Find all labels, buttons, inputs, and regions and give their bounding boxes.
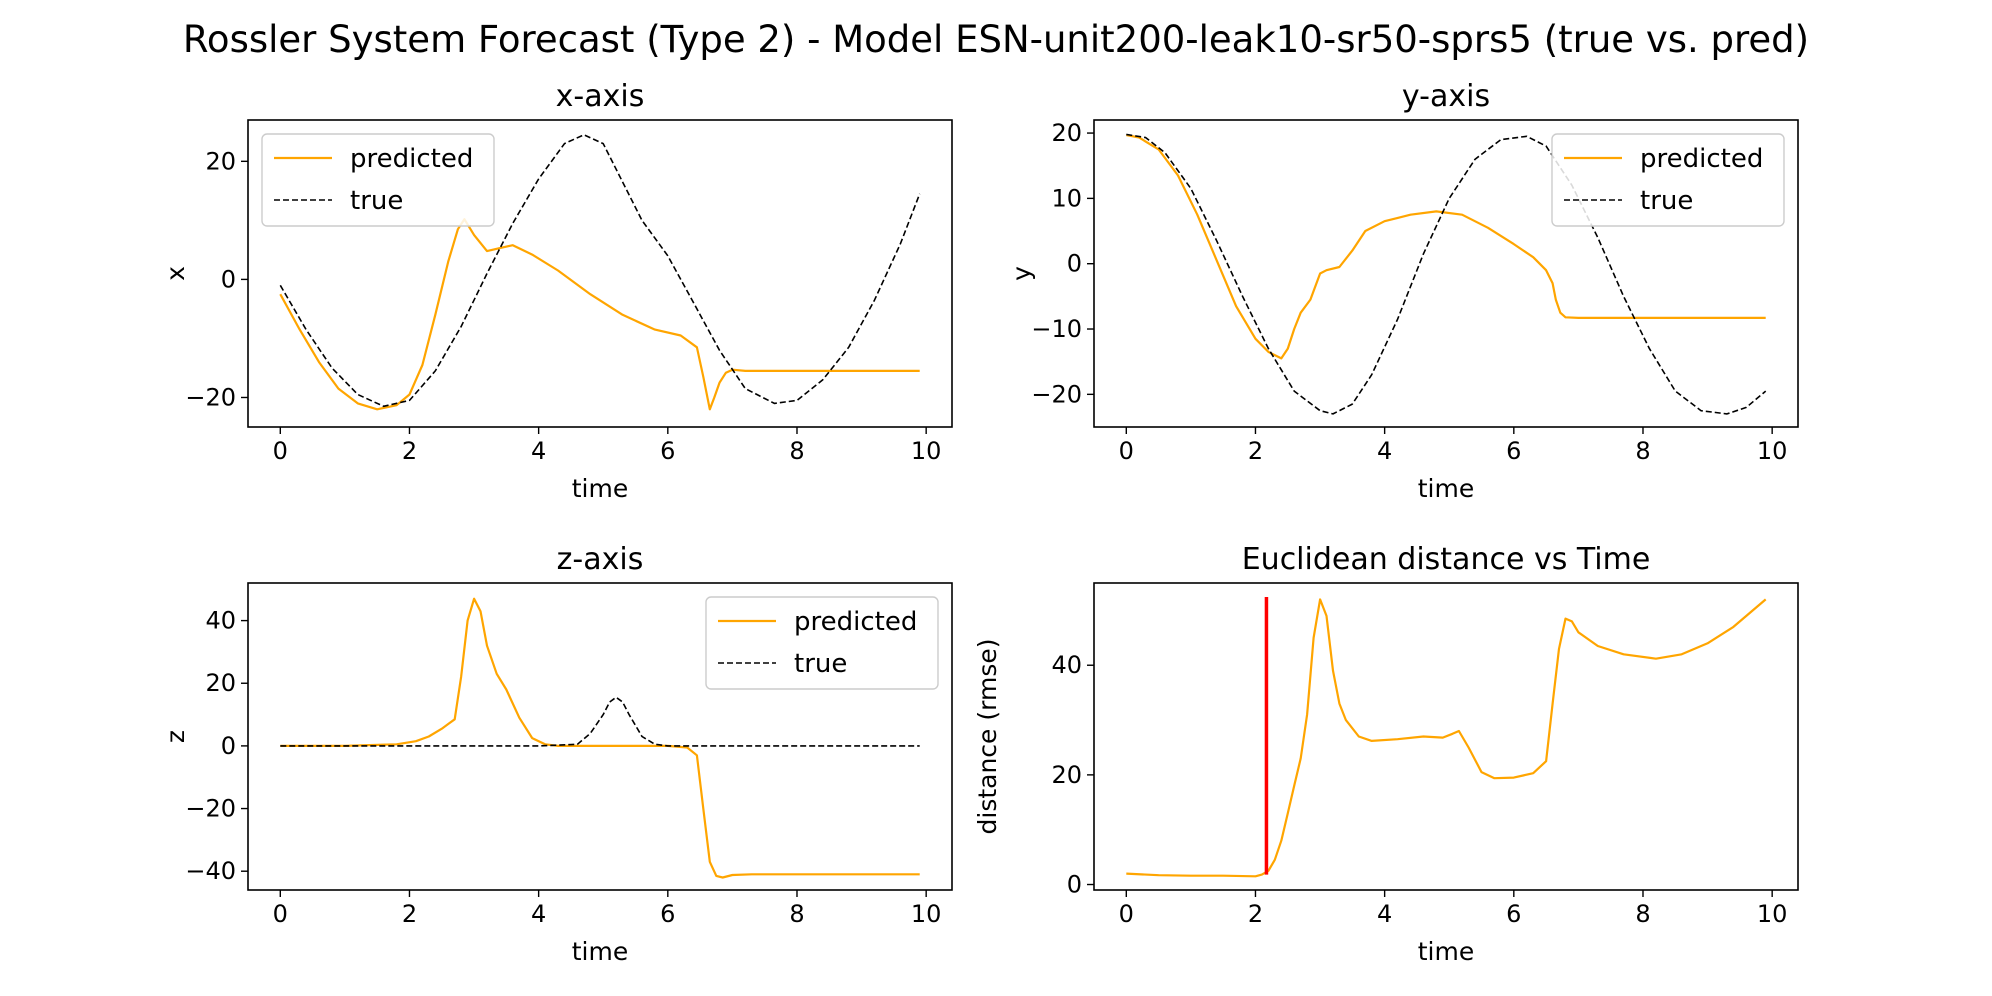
x-tick-label: 8: [789, 437, 804, 465]
x-axis-label: time: [1418, 474, 1474, 503]
legend: predicted true: [705, 596, 939, 690]
series-line-predicted: [279, 218, 920, 411]
x-tick-label: 4: [1377, 437, 1392, 465]
figure-title: Rossler System Forecast (Type 2) - Model…: [183, 18, 1809, 61]
y-axis-label: y: [1007, 266, 1036, 281]
y-tick-label: 20: [1051, 761, 1082, 789]
subplot-title: y-axis: [1402, 79, 1490, 114]
x-tick-label: 0: [273, 900, 288, 928]
legend-label-predicted: predicted: [350, 144, 473, 174]
x-tick-label: 0: [273, 437, 288, 465]
subplot-3: z-axis 0 2 4 6 8 10 −40 −20 0 20 40 time z predicted tr…: [161, 542, 953, 966]
x-tick-label: 2: [1248, 900, 1263, 928]
y-tick-label: 10: [1051, 184, 1082, 212]
axes-frame: [1093, 582, 1799, 891]
legend-label-predicted: predicted: [1640, 144, 1763, 174]
subplot-1: x-axis 0 2 4 6 8 10 −20 0 20 time x predicted true: [161, 79, 953, 503]
x-axis-label: time: [572, 937, 628, 966]
y-axis-label: x: [161, 266, 190, 281]
y-tick-label: −20: [1031, 380, 1082, 408]
subplot-title: Euclidean distance vs Time: [1242, 542, 1651, 577]
y-tick-label: 0: [221, 732, 236, 760]
x-axis-label: time: [1418, 937, 1474, 966]
x-tick-label: 0: [1119, 900, 1134, 928]
y-tick-label: 40: [205, 607, 236, 635]
axes-frame: [247, 119, 953, 428]
y-tick-label: 20: [205, 669, 236, 697]
x-tick-label: 8: [789, 900, 804, 928]
x-tick-label: 2: [402, 900, 417, 928]
x-tick-label: 10: [1757, 900, 1788, 928]
x-tick-label: 8: [1635, 437, 1650, 465]
legend: predicted true: [1551, 133, 1785, 227]
axes-frame: [1093, 119, 1799, 428]
legend-label-true: true: [350, 186, 403, 216]
subplot-2: y-axis 0 2 4 6 8 10 −20 −10 0 10 20 time y predicted tr…: [1007, 79, 1799, 503]
x-tick-label: 4: [531, 437, 546, 465]
legend-label-true: true: [1640, 186, 1693, 216]
x-tick-label: 2: [1248, 437, 1263, 465]
series-line-predicted: [280, 597, 920, 879]
series-line-distance: [1126, 598, 1767, 878]
x-tick-label: 2: [402, 437, 417, 465]
axes-frame: [247, 582, 953, 891]
legend-label-true: true: [794, 649, 847, 679]
subplot-4: Euclidean distance vs Time 0 2 4 6 8 10 0 20 40 ti…: [973, 542, 1799, 966]
x-tick-label: 6: [660, 900, 675, 928]
subplot-title: x-axis: [556, 79, 645, 114]
y-tick-label: −40: [185, 857, 236, 885]
y-tick-label: 0: [1067, 871, 1082, 899]
x-tick-label: 6: [1506, 437, 1521, 465]
x-tick-label: 10: [911, 900, 942, 928]
legend: predicted true: [261, 133, 495, 227]
subplot-title: z-axis: [557, 542, 644, 577]
y-tick-label: 0: [1067, 250, 1082, 278]
series-line-predicted: [1126, 133, 1766, 360]
x-tick-label: 10: [1757, 437, 1788, 465]
y-tick-label: −20: [185, 383, 236, 411]
y-tick-label: −20: [185, 795, 236, 823]
series-line-true: [1126, 133, 1767, 415]
y-tick-label: 20: [205, 147, 236, 175]
x-tick-label: 4: [531, 900, 546, 928]
series-line-true: [280, 696, 920, 747]
y-tick-label: 40: [1051, 651, 1082, 679]
x-tick-label: 8: [1635, 900, 1650, 928]
series-line-true: [279, 134, 921, 408]
x-tick-label: 0: [1119, 437, 1134, 465]
x-tick-label: 6: [660, 437, 675, 465]
x-tick-label: 6: [1506, 900, 1521, 928]
y-axis-label: distance (rmse): [973, 639, 1002, 835]
x-tick-label: 4: [1377, 900, 1392, 928]
y-tick-label: 0: [221, 265, 236, 293]
y-tick-label: −10: [1031, 315, 1082, 343]
y-axis-label: z: [161, 730, 190, 743]
x-tick-label: 10: [911, 437, 942, 465]
x-axis-label: time: [572, 474, 628, 503]
y-tick-label: 20: [1051, 119, 1082, 147]
legend-label-predicted: predicted: [794, 607, 917, 637]
